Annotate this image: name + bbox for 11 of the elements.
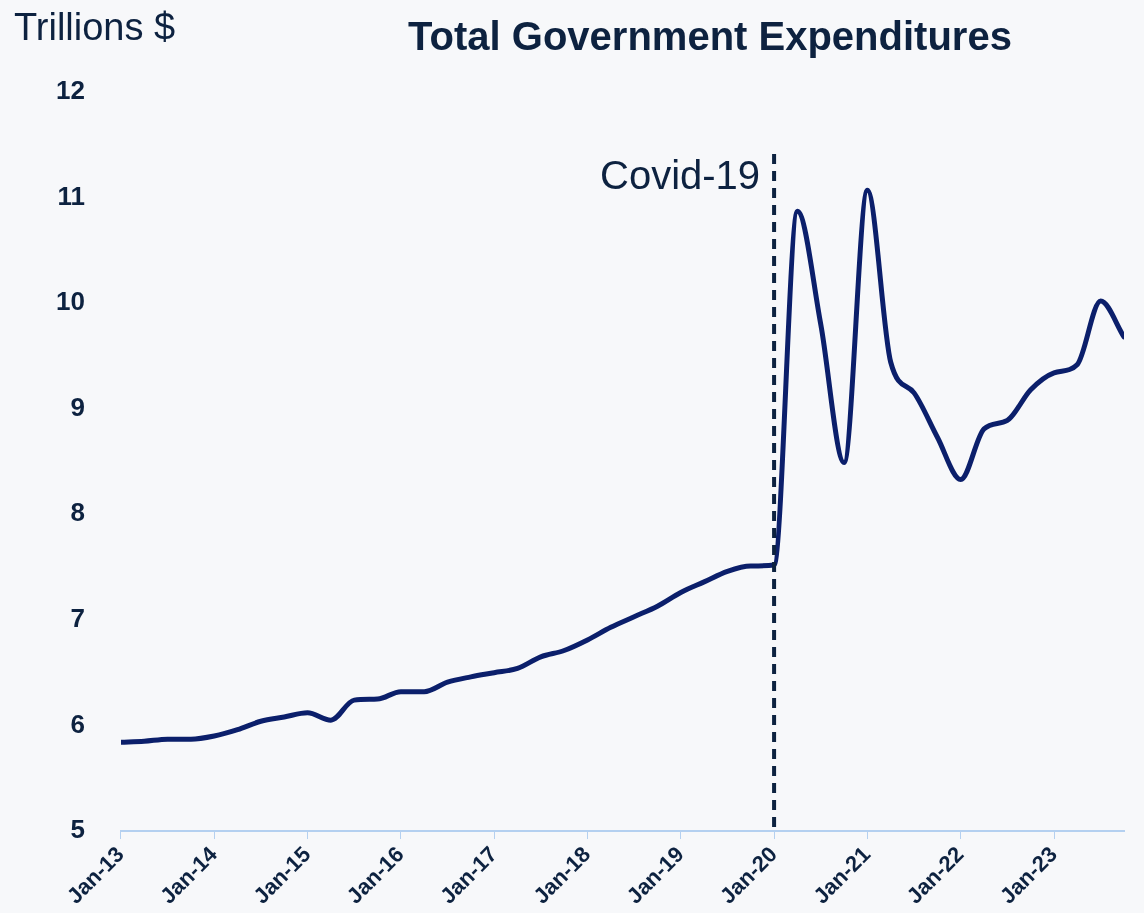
ref-line-label: Covid-19 — [600, 153, 761, 198]
y-axis-title: Trillions $ — [14, 6, 176, 49]
y-tick-label: 9 — [70, 391, 85, 422]
chart-title: Total Government Expenditures — [407, 14, 1013, 59]
y-tick-label: 12 — [56, 75, 85, 106]
y-tick-label: 8 — [70, 497, 85, 528]
y-tick-label: 5 — [70, 814, 85, 845]
y-tick-label: 11 — [57, 180, 85, 211]
y-tick-label: 7 — [70, 603, 85, 634]
y-tick-label: 10 — [56, 286, 85, 317]
y-tick-label: 6 — [70, 708, 85, 739]
